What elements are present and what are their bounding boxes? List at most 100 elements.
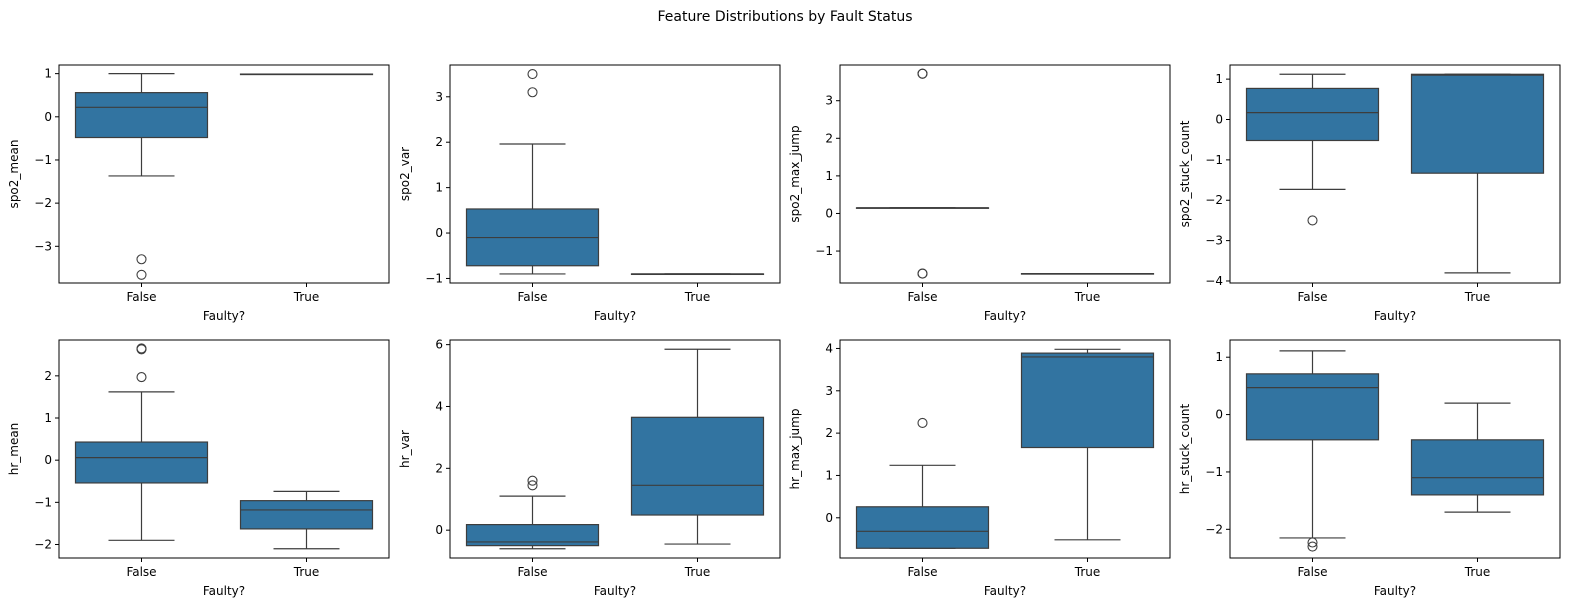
iqr-box [1410,73,1545,174]
y-tick-label: 0 [435,523,443,537]
y-tick-label: −1 [425,271,443,285]
y-tick-label: 2 [44,369,52,383]
x-tick-label: True [1464,290,1491,304]
box-false [855,68,990,279]
subplot-spo2_mean: 1 0 −1 −2 −3 False True Faulty? spo2_mean [7,64,390,323]
y-tick-label: 2 [825,426,833,440]
y-tick-label: 4 [435,399,443,413]
y-tick-label: −1 [1205,153,1223,167]
x-tick-label: False [126,565,156,579]
subplot-hr_max_jump: 4 3 2 1 0 False True Faulty? hr_max_jump [788,339,1171,598]
outlier-point [527,69,538,80]
x-tick-label: True [293,290,320,304]
box-true [239,490,374,550]
outlier-point [917,68,928,79]
x-axis-label: Faulty? [594,309,636,323]
x-tick-label: False [1297,565,1327,579]
iqr-box [1245,373,1380,441]
iqr-box [74,92,209,139]
y-tick-label: 3 [825,384,833,398]
box-true [1410,402,1545,513]
x-tick-label: True [684,290,711,304]
axes-frame [839,64,1171,284]
y-tick-label: 1 [435,181,443,195]
iqr-box [855,506,990,549]
x-tick-label: False [126,290,156,304]
y-tick-label: 1 [825,468,833,482]
y-tick-label: 6 [435,338,443,352]
outlier-point [136,269,147,280]
box-false [465,69,600,275]
y-tick-label: −2 [34,196,52,210]
box-true [630,348,765,545]
iqr-box [630,416,765,516]
y-tick-label: −2 [1205,193,1223,207]
axes-frame [449,64,781,284]
axes-frame [839,339,1171,559]
x-axis-label: Faulty? [984,309,1026,323]
outlier-point [527,480,538,491]
box-false [855,417,990,549]
subplot-spo2_var: 3 2 1 0 −1 False True Faulty? spo2_var [398,64,781,323]
y-tick-label: −4 [1205,274,1223,288]
x-axis-label: Faulty? [984,584,1026,598]
y-tick-label: 2 [825,131,833,145]
x-tick-label: True [1074,290,1101,304]
x-axis-label: Faulty? [1374,309,1416,323]
outlier-point [1307,215,1318,226]
y-tick-label: 1 [825,169,833,183]
x-tick-label: True [1074,565,1101,579]
y-tick-label: 0 [1215,408,1223,422]
figure-title: Feature Distributions by Fault Status [657,9,912,25]
x-tick-label: False [517,290,547,304]
axes-frame [58,339,390,559]
subplots-grid: 1 0 −1 −2 −3 False True Faulty? spo2_mean 3 2 1 0 −1 F… [7,64,1561,598]
iqr-box [465,524,600,547]
y-axis-label: hr_stuck_count [1178,403,1192,494]
box-true [239,73,374,76]
box-true [1020,348,1155,541]
y-tick-label: −1 [1205,465,1223,479]
outlier-point [917,268,928,279]
outlier-point [136,254,147,265]
box-false [74,73,209,280]
box-true [630,273,765,276]
axes-frame [1229,64,1561,284]
box-false [1245,350,1380,552]
y-tick-label: 2 [435,135,443,149]
subplot-hr_mean: 2 1 0 −1 −2 False True Faulty? hr_mean [7,339,390,598]
x-axis-label: Faulty? [594,584,636,598]
y-tick-label: 1 [44,411,52,425]
y-tick-label: −1 [34,153,52,167]
iqr-box [239,500,374,530]
y-tick-label: 0 [825,511,833,525]
x-tick-label: True [684,565,711,579]
y-tick-label: −3 [1205,234,1223,248]
x-axis-label: Faulty? [1374,584,1416,598]
box-false [465,475,600,550]
y-tick-label: −1 [815,244,833,258]
box-false [1245,73,1380,226]
y-tick-label: 3 [435,90,443,104]
x-tick-label: False [1297,290,1327,304]
box-true [1410,73,1545,274]
y-tick-label: 1 [1215,72,1223,86]
box-true [1020,273,1155,275]
iqr-box [1410,439,1545,496]
y-axis-label: spo2_stuck_count [1178,120,1192,227]
y-axis-label: spo2_mean [7,140,21,209]
y-axis-label: hr_mean [7,423,21,476]
y-tick-label: 0 [825,206,833,220]
outlier-point [527,475,538,486]
y-axis-label: spo2_var [398,147,412,201]
outlier-point [136,343,147,354]
iqr-box [74,441,209,484]
x-axis-label: Faulty? [203,309,245,323]
outlier-point [136,372,147,383]
x-tick-label: True [1464,565,1491,579]
subplot-hr_stuck_count: 1 0 −1 −2 False True Faulty? hr_stuck_count [1178,339,1561,598]
x-tick-label: False [907,565,937,579]
outlier-point [1307,541,1318,552]
y-axis-label: hr_max_jump [788,409,802,490]
